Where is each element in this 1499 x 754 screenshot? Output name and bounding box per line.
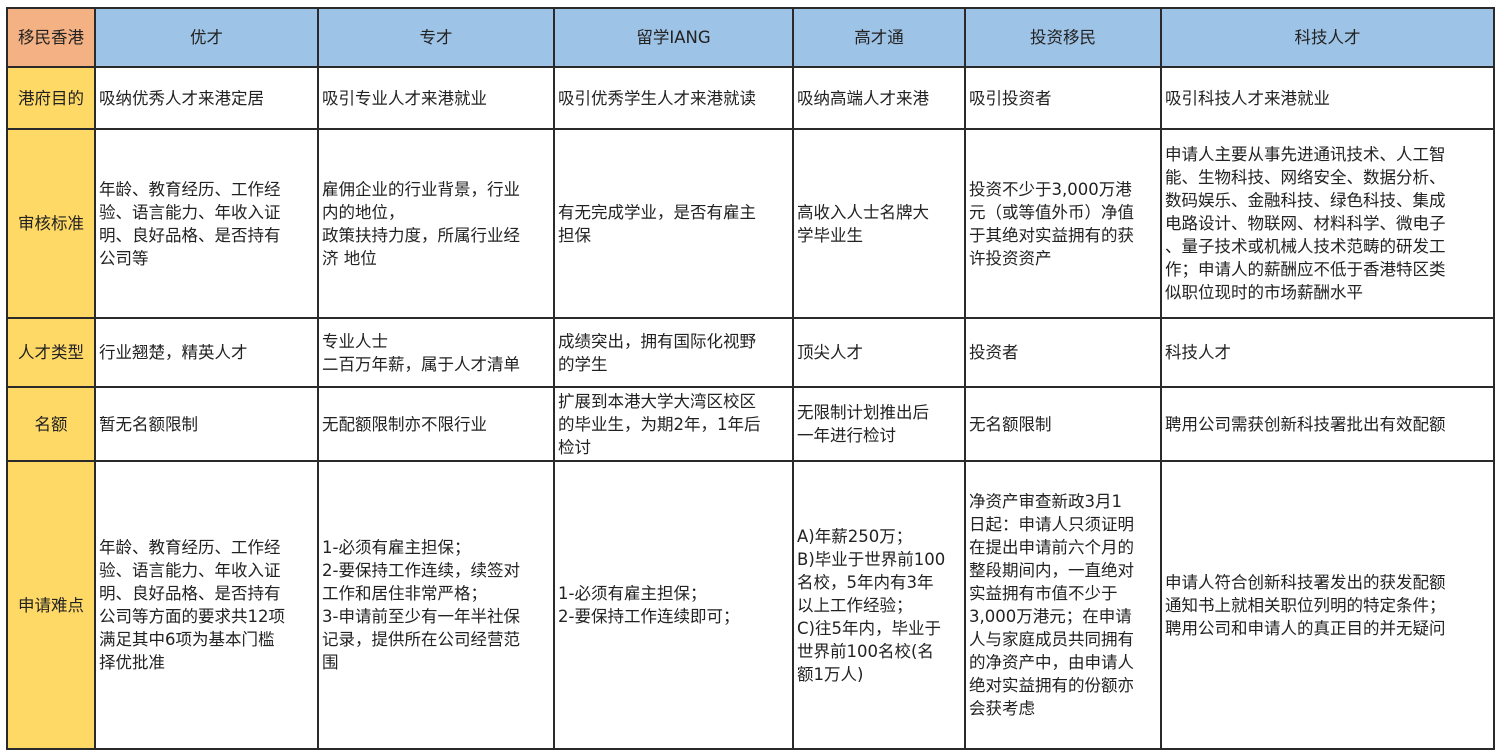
table-row: 人才类型 行业翘楚，精英人才 专业人士 二百万年薪，属于人才清单 成绩突出，拥有… [6, 317, 1495, 388]
table-row: 港府目的 吸纳优秀人才来港定居 吸引专业人才来港就业 吸引优秀学生人才来港就读 … [6, 66, 1495, 130]
table-row: 申请难点 年龄、教育经历、工作经 验、语言能力、年收入证 明、良好品格、是否持有… [6, 460, 1495, 750]
table-cell: 扩展到本港大学大湾区校区 的毕业生，为期2年，1年后 检讨 [553, 386, 794, 462]
row-label: 港府目的 [6, 66, 96, 130]
table-cell: 专业人士 二百万年薪，属于人才清单 [317, 317, 555, 388]
table-cell: 年龄、教育经历、工作经 验、语言能力、年收入证 明、良好品格、是否持有 公司等 [94, 128, 319, 319]
row-label: 申请难点 [6, 460, 96, 750]
table-row: 名额 暂无名额限制 无配额限制亦不限行业 扩展到本港大学大湾区校区 的毕业生，为… [6, 386, 1495, 462]
table-cell: 暂无名额限制 [94, 386, 319, 462]
table-cell: 1-必须有雇主担保； 2-要保持工作连续即可； [553, 460, 794, 750]
table-cell: A)年薪250万； B)毕业于世界前100 名校，5年内有3年 以上工作经验； … [792, 460, 966, 750]
table-cell: 1-必须有雇主担保； 2-要保持工作连续，续签对 工作和居住非常严格； 3-申请… [317, 460, 555, 750]
table-cell: 吸引专业人才来港就业 [317, 66, 555, 130]
table-cell: 吸纳高端人才来港 [792, 66, 966, 130]
table-cell: 高收入人士名牌大 学毕业生 [792, 128, 966, 319]
column-header: 专才 [317, 7, 555, 68]
table-cell: 投资者 [964, 317, 1162, 388]
table-cell: 雇佣企业的行业背景，行业 内的地位， 政策扶持力度，所属行业经 济 地位 [317, 128, 555, 319]
header-row: 移民香港 优才 专才 留学IANG 高才通 投资移民 科技人才 [6, 7, 1495, 68]
table-cell: 无名额限制 [964, 386, 1162, 462]
table-cell: 申请人符合创新科技署发出的获发配额 通知书上就相关职位列明的特定条件； 聘用公司… [1160, 460, 1495, 750]
table-cell: 科技人才 [1160, 317, 1495, 388]
corner-cell: 移民香港 [6, 7, 96, 68]
table-cell: 成绩突出，拥有国际化视野 的学生 [553, 317, 794, 388]
column-header: 高才通 [792, 7, 966, 68]
row-label: 审核标准 [6, 128, 96, 319]
table-row: 审核标准 年龄、教育经历、工作经 验、语言能力、年收入证 明、良好品格、是否持有… [6, 128, 1495, 319]
row-label: 名额 [6, 386, 96, 462]
table-cell: 申请人主要从事先进通讯技术、人工智 能、生物科技、网络安全、数据分析、 数码娱乐… [1160, 128, 1495, 319]
table-cell: 有无完成学业，是否有雇主 担保 [553, 128, 794, 319]
table-cell: 吸纳优秀人才来港定居 [94, 66, 319, 130]
table-cell: 无限制计划推出后 一年进行检讨 [792, 386, 966, 462]
table-cell: 行业翘楚，精英人才 [94, 317, 319, 388]
column-header: 投资移民 [964, 7, 1162, 68]
column-header: 优才 [94, 7, 319, 68]
column-header: 科技人才 [1160, 7, 1495, 68]
table-cell: 聘用公司需获创新科技署批出有效配额 [1160, 386, 1495, 462]
table-cell: 吸引投资者 [964, 66, 1162, 130]
table-cell: 投资不少于3,000万港 元（或等值外币）净值 于其绝对实益拥有的获 许投资资产 [964, 128, 1162, 319]
table-cell: 年龄、教育经历、工作经 验、语言能力、年收入证 明、良好品格、是否持有 公司等方… [94, 460, 319, 750]
hk-immigration-comparison-table: 移民香港 优才 专才 留学IANG 高才通 投资移民 科技人才 港府目的 吸纳优… [6, 7, 1495, 750]
table-cell: 净资产审查新政3月1 日起：申请人只须证明 在提出申请前六个月的 整段期间内，一… [964, 460, 1162, 750]
table-cell: 吸引优秀学生人才来港就读 [553, 66, 794, 130]
row-label: 人才类型 [6, 317, 96, 388]
table-cell: 顶尖人才 [792, 317, 966, 388]
column-header: 留学IANG [553, 7, 794, 68]
table-cell: 吸引科技人才来港就业 [1160, 66, 1495, 130]
table-cell: 无配额限制亦不限行业 [317, 386, 555, 462]
